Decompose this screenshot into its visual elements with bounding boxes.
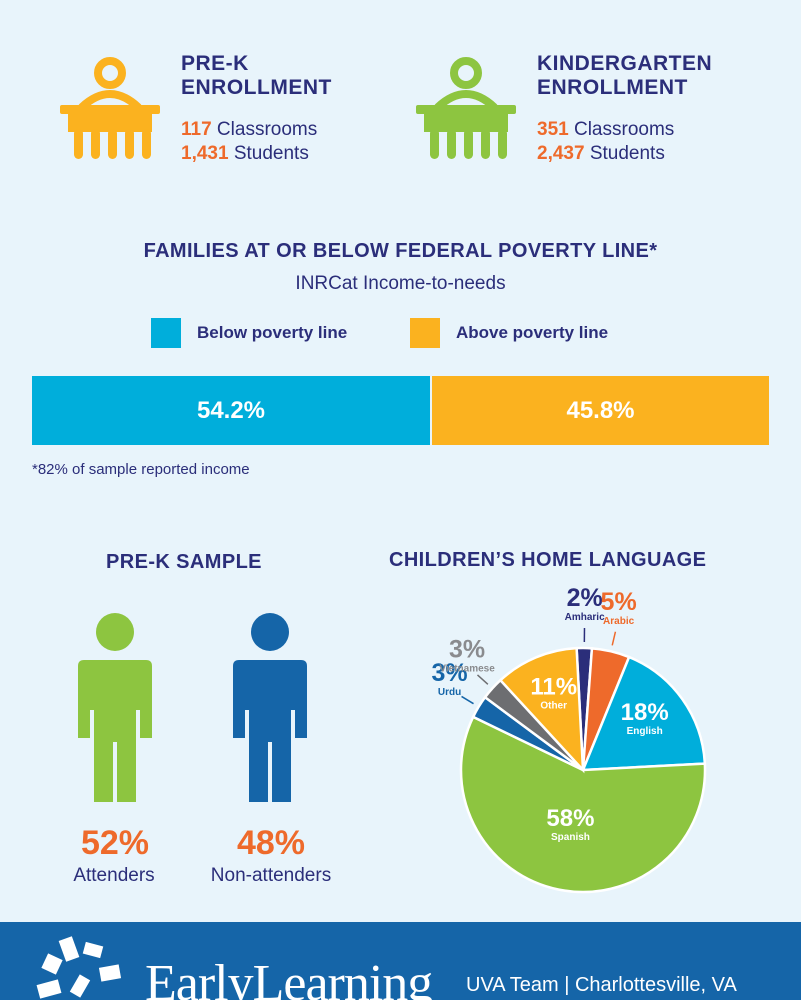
prek-students: 1,431 Students: [181, 142, 309, 166]
pie-percent-urdu: 3%: [431, 659, 467, 687]
pie-name-vietnamese: Vietnamese: [439, 664, 495, 675]
poverty-bar-above: 45.8%: [432, 376, 769, 445]
pie-leader-arabic: [611, 631, 617, 646]
pie-label-urdu: 3%Urdu: [431, 659, 474, 705]
pie-slice-english: [581, 655, 707, 772]
classroom-icon-prek: [60, 57, 160, 159]
legend-swatch-below: [151, 318, 181, 348]
pie-label-spanish: 58%Spanish: [546, 805, 594, 843]
pie-label-arabic: 5%Arabic: [601, 588, 637, 646]
attender-person-icon: [78, 613, 152, 802]
prek-classrooms: 117 Classrooms: [181, 118, 317, 142]
poverty-bar-below: 54.2%: [32, 376, 430, 445]
poverty-subtitle: INRCat Income-to-needs: [295, 273, 506, 294]
footer-team-text: UVA Team | Charlottesville, VA: [466, 974, 737, 996]
kindergarten-classrooms-num: 351: [537, 119, 569, 140]
pie-label-english: 18%English: [621, 699, 669, 737]
prek-students-label: Students: [228, 143, 309, 164]
pie-name-amharic: Amharic: [565, 612, 605, 623]
legend-label-above: Above poverty line: [456, 323, 609, 342]
attenders-label: Attenders: [73, 865, 155, 886]
pie-percent-other: 11%: [530, 673, 577, 700]
prek-sample-title: PRE-K SAMPLE: [106, 551, 262, 573]
legend-label-below: Below poverty line: [197, 323, 348, 342]
prek-classrooms-num: 117: [181, 119, 212, 140]
poverty-title: FAMILIES AT OR BELOW FEDERAL POVERTY LIN…: [143, 240, 658, 262]
pie-percent-vietnamese: 3%: [449, 636, 485, 664]
kindergarten-students-num: 2,437: [537, 143, 585, 164]
kindergarten-students: 2,437 Students: [537, 142, 665, 166]
legend-swatch-above: [410, 318, 440, 348]
pie-leader-vietnamese: [476, 674, 489, 685]
pie-percent-english: 18%: [621, 699, 669, 726]
pie-percent-amharic: 2%: [567, 584, 603, 612]
pie-slice-other: [498, 646, 585, 774]
home-language-title: CHILDREN’S HOME LANGUAGE: [389, 549, 707, 571]
poverty-footnote: *82% of sample reported income: [32, 461, 250, 478]
kindergarten-enrollment-title: KINDERGARTEN ENROLLMENT: [537, 52, 713, 99]
home-language-pie-chart: 2%Amharic5%Arabic18%English58%Spanish3%U…: [431, 584, 707, 894]
kindergarten-classrooms-label: Classrooms: [568, 119, 675, 140]
pie-label-vietnamese: 3%Vietnamese: [439, 636, 495, 685]
prek-classrooms-label: Classrooms: [211, 119, 318, 140]
footer: EarlyLearning UVA Team | Charlottesville…: [0, 922, 801, 1000]
attenders-percent: 52%: [80, 824, 150, 862]
non-attenders-percent: 48%: [236, 824, 306, 862]
kindergarten-students-label: Students: [584, 143, 665, 164]
pie-name-spanish: Spanish: [551, 832, 590, 843]
pie-leader-urdu: [461, 695, 474, 705]
pie-label-other: 11%Other: [530, 673, 577, 711]
pie-name-arabic: Arabic: [603, 616, 635, 627]
pie-name-urdu: Urdu: [438, 687, 461, 698]
prek-enrollment-title: PRE-K ENROLLMENT: [181, 52, 332, 99]
prek-students-num: 1,431: [181, 143, 229, 164]
kindergarten-classrooms: 351 Classrooms: [537, 118, 674, 142]
footer-logo-text: EarlyLearning: [145, 955, 433, 1000]
non-attenders-label: Non-attenders: [210, 865, 332, 886]
pie-percent-spanish: 58%: [546, 805, 594, 832]
logo-mark-icon: [36, 936, 122, 999]
pie-label-amharic: 2%Amharic: [565, 584, 605, 643]
pie-slice-spanish: [459, 715, 707, 894]
pie-name-english: English: [627, 726, 663, 737]
non-attender-person-icon: [233, 613, 307, 802]
pie-name-other: Other: [540, 700, 567, 711]
classroom-icon-kindergarten: [416, 57, 516, 159]
pie-percent-arabic: 5%: [601, 588, 637, 616]
